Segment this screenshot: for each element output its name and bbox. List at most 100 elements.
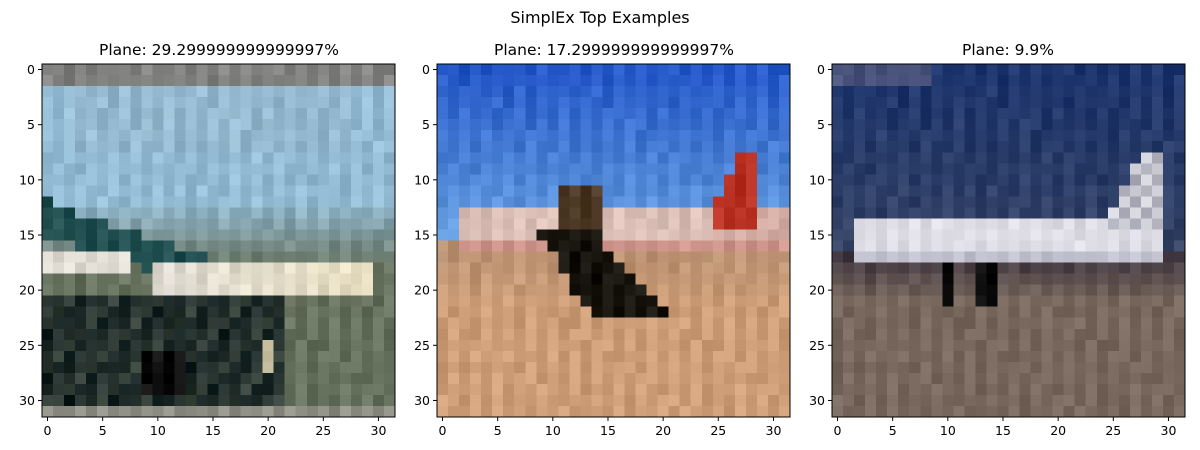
pixel bbox=[986, 152, 998, 164]
pixel bbox=[525, 86, 537, 98]
pixel bbox=[503, 108, 515, 120]
pixel bbox=[372, 207, 385, 219]
pixel bbox=[854, 328, 866, 341]
pixel bbox=[240, 240, 252, 252]
pixel bbox=[569, 97, 581, 109]
pixel bbox=[646, 163, 659, 175]
pixel bbox=[383, 251, 396, 263]
pixel bbox=[97, 108, 109, 120]
pixel bbox=[503, 163, 515, 175]
pixel bbox=[953, 394, 965, 407]
pixel bbox=[657, 130, 670, 142]
pixel bbox=[53, 328, 65, 341]
pixel bbox=[964, 141, 976, 153]
pixel bbox=[865, 97, 877, 109]
pixel bbox=[1074, 218, 1087, 230]
pixel bbox=[986, 273, 998, 286]
pixel bbox=[1085, 350, 1098, 363]
pixel bbox=[262, 328, 275, 341]
pixel bbox=[163, 174, 175, 186]
pixel bbox=[931, 119, 943, 131]
pixel bbox=[646, 295, 659, 308]
pixel bbox=[525, 262, 537, 274]
pixel bbox=[53, 163, 65, 175]
pixel bbox=[591, 174, 603, 186]
pixel bbox=[964, 251, 976, 263]
pixel bbox=[657, 394, 670, 407]
pixel bbox=[317, 273, 330, 286]
pixel bbox=[207, 207, 219, 219]
pixel bbox=[712, 185, 725, 197]
pixel bbox=[448, 251, 460, 263]
pixel bbox=[778, 328, 791, 341]
pixel bbox=[536, 141, 548, 153]
pixel bbox=[734, 229, 747, 241]
pixel bbox=[492, 317, 504, 330]
pixel bbox=[997, 339, 1009, 352]
pixel bbox=[569, 262, 581, 274]
pixel bbox=[734, 174, 747, 186]
pixel bbox=[876, 174, 888, 186]
pixel bbox=[119, 229, 131, 241]
pixel bbox=[646, 273, 659, 286]
pixel bbox=[240, 130, 252, 142]
pixel bbox=[613, 251, 625, 263]
pixel bbox=[536, 207, 548, 219]
pixel bbox=[317, 361, 330, 374]
pixel bbox=[832, 328, 844, 341]
pixel bbox=[986, 295, 998, 308]
pixel bbox=[350, 141, 363, 153]
pixel bbox=[108, 152, 120, 164]
pixel bbox=[1041, 262, 1054, 274]
pixel bbox=[262, 339, 275, 352]
pixel bbox=[1008, 207, 1020, 219]
pixel bbox=[174, 306, 186, 319]
pixel bbox=[448, 306, 460, 319]
x-tick-label: 15 bbox=[600, 423, 616, 438]
pixel bbox=[163, 240, 175, 252]
pixel bbox=[756, 339, 769, 352]
pixel bbox=[997, 229, 1009, 241]
pixel bbox=[723, 240, 736, 252]
pixel bbox=[448, 196, 460, 208]
pixel bbox=[492, 262, 504, 274]
pixel bbox=[997, 174, 1009, 186]
pixel bbox=[1085, 64, 1098, 76]
pixel bbox=[1041, 97, 1054, 109]
pixel bbox=[196, 383, 208, 396]
pixel bbox=[459, 284, 471, 297]
pixel bbox=[668, 163, 681, 175]
pixel bbox=[306, 207, 319, 219]
pixel bbox=[843, 130, 855, 142]
pixel bbox=[767, 405, 780, 418]
pixel bbox=[624, 130, 636, 142]
pixel bbox=[668, 372, 681, 385]
pixel bbox=[514, 328, 526, 341]
pixel bbox=[75, 174, 87, 186]
pixel bbox=[273, 185, 286, 197]
pixel bbox=[218, 174, 230, 186]
pixel bbox=[602, 229, 614, 241]
pixel bbox=[701, 86, 714, 98]
pixel bbox=[613, 174, 625, 186]
pixel bbox=[668, 339, 681, 352]
pixel bbox=[295, 64, 308, 76]
pixel bbox=[690, 229, 703, 241]
pixel bbox=[448, 218, 460, 230]
pixel bbox=[898, 361, 910, 374]
pixel bbox=[284, 295, 297, 308]
pixel bbox=[898, 141, 910, 153]
pixel bbox=[635, 405, 647, 418]
pixel bbox=[942, 361, 954, 374]
pixel bbox=[975, 306, 987, 319]
pixel bbox=[152, 185, 164, 197]
pixel bbox=[383, 141, 396, 153]
pixel bbox=[778, 284, 791, 297]
pixel bbox=[64, 273, 76, 286]
pixel bbox=[602, 185, 614, 197]
pixel bbox=[525, 317, 537, 330]
pixel bbox=[876, 240, 888, 252]
pixel bbox=[339, 174, 352, 186]
pixel bbox=[679, 185, 692, 197]
pixel bbox=[569, 229, 581, 241]
